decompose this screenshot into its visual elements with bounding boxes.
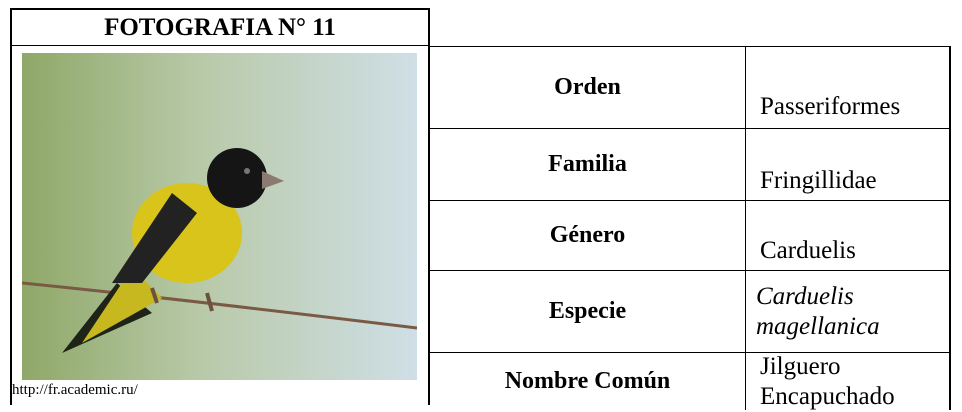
row-value: Carduelis bbox=[746, 200, 951, 270]
row-value: Carduelis magellanica bbox=[746, 270, 951, 352]
row-label: Especie bbox=[430, 270, 746, 352]
photo-cell bbox=[10, 45, 430, 405]
photo-title: FOTOGRAFIA N° 11 bbox=[10, 8, 430, 46]
row-value: Passeriformes bbox=[746, 46, 951, 128]
photo-source: http://fr.academic.ru/ bbox=[12, 382, 138, 398]
row-label: Orden bbox=[430, 46, 746, 128]
row-label: Familia bbox=[430, 128, 746, 200]
bird-photo bbox=[22, 53, 417, 380]
row-label: Género bbox=[430, 200, 746, 270]
row-value: Fringillidae bbox=[746, 128, 951, 200]
page: FOTOGRAFIA N° 11 http://fr.academic.ru/ … bbox=[10, 8, 951, 410]
row-label: Nombre Común bbox=[430, 352, 746, 410]
row-value: Jilguero Encapuchado bbox=[746, 352, 951, 410]
